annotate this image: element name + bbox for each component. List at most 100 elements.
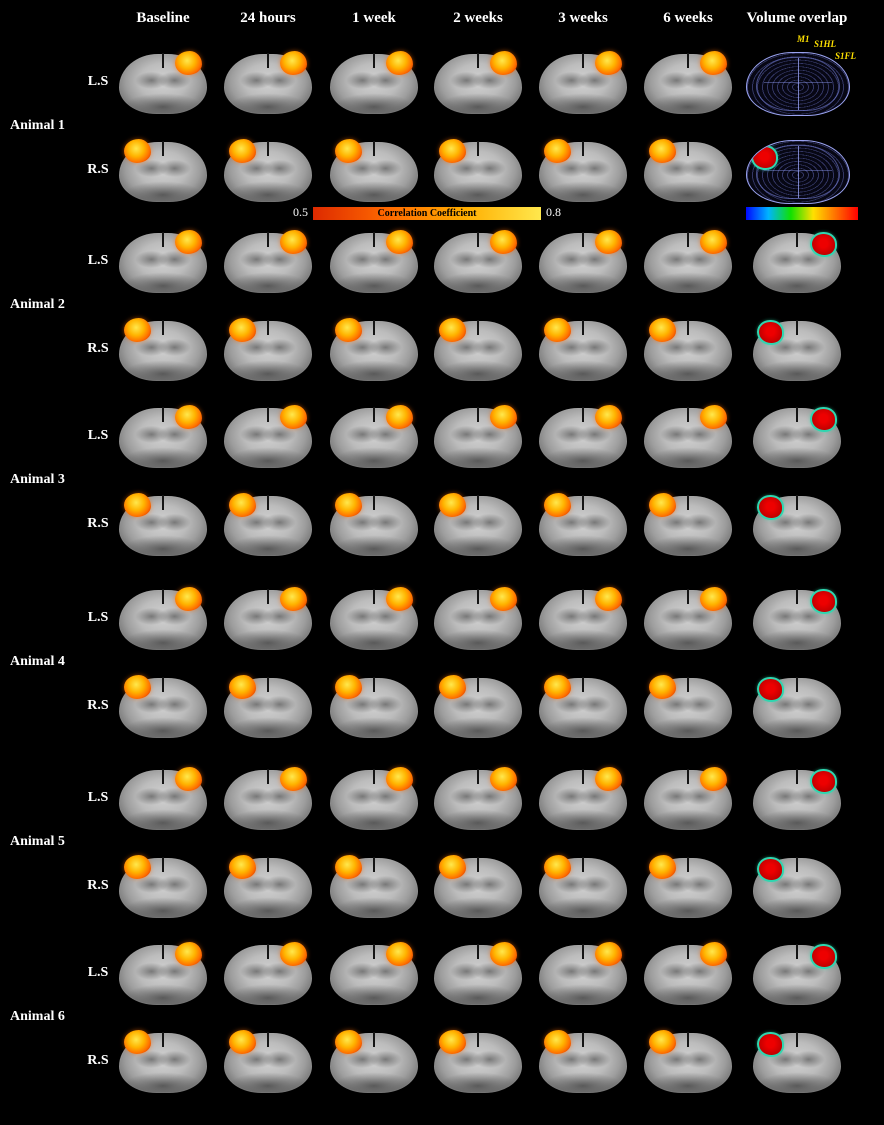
midline-fissure	[796, 1032, 798, 1047]
brain-coronal-slice	[644, 405, 732, 468]
atlas-region-label: S1FL	[835, 51, 857, 61]
activation-blob	[124, 1030, 151, 1054]
seed-row-ls: L.S M1 S1HL S1FL	[0, 34, 884, 128]
midline-fissure	[582, 769, 584, 784]
seed-label: L.S	[87, 253, 109, 268]
midline-fissure	[582, 589, 584, 604]
activation-blob	[649, 675, 676, 699]
brain-coronal-slice	[753, 1032, 841, 1093]
brain-slice-cell	[644, 219, 732, 307]
activation-blob	[386, 230, 413, 254]
midline-fissure	[267, 589, 269, 604]
midline-fissure	[162, 769, 164, 784]
brain-slice-cell	[434, 576, 522, 664]
activation-blob	[175, 767, 202, 791]
brain-coronal-slice	[644, 675, 732, 738]
colorbar-max-label: 0.8	[546, 205, 561, 219]
brain-coronal-slice	[644, 1030, 732, 1093]
activation-blob	[490, 405, 517, 429]
brain-coronal-slice	[753, 407, 841, 468]
midline-fissure	[582, 495, 584, 510]
midline-fissure	[477, 407, 479, 422]
activation-blob	[280, 942, 307, 966]
brain-slice-cell	[119, 844, 207, 932]
brain-slice-cell	[434, 219, 522, 307]
atlas-contours	[756, 57, 840, 111]
activation-blob	[229, 139, 256, 163]
overlap-blob	[751, 145, 778, 170]
brain-coronal-slice	[644, 855, 732, 918]
brain-slice-cell	[224, 307, 312, 395]
brain-slice-cell	[644, 844, 732, 932]
activation-blob	[280, 405, 307, 429]
overlap-blob	[810, 769, 837, 794]
brain-slice-cell	[434, 844, 522, 932]
brain-slice-cell	[539, 40, 627, 128]
brain-coronal-slice	[119, 587, 207, 650]
activation-blob	[386, 767, 413, 791]
brain-slice-cell	[224, 756, 312, 844]
midline-fissure	[687, 769, 689, 784]
volume-overlap-cell: M1 S1HL S1FL	[746, 34, 856, 128]
midline-fissure	[687, 857, 689, 872]
brain-slice-cell	[539, 307, 627, 395]
midline-fissure	[373, 232, 375, 247]
brain-slice-cell	[330, 307, 418, 395]
brain-slice-cell	[644, 576, 732, 664]
midline-fissure	[687, 141, 689, 156]
brain-slice-cell	[224, 40, 312, 128]
activation-blob	[229, 855, 256, 879]
activation-blob	[386, 51, 413, 75]
midline-fissure	[373, 141, 375, 156]
midline-fissure	[373, 857, 375, 872]
brain-coronal-slice	[330, 230, 418, 293]
activation-blob	[335, 1030, 362, 1054]
brain-coronal-slice	[644, 942, 732, 1005]
brain-coronal-slice	[753, 589, 841, 650]
brain-slice-cell	[224, 1019, 312, 1107]
midline-fissure	[582, 1032, 584, 1047]
brain-coronal-slice	[753, 320, 841, 381]
seed-label: R.S	[87, 516, 109, 531]
brain-coronal-slice	[330, 493, 418, 556]
brain-slice-cell	[644, 307, 732, 395]
midline-fissure	[373, 589, 375, 604]
brain-slice-cell	[119, 576, 207, 664]
brain-slice-cell	[119, 756, 207, 844]
activation-blob	[439, 855, 466, 879]
animal-5-section: Animal 5 L.S R.S	[0, 756, 884, 932]
midline-fissure	[796, 232, 798, 247]
brain-slice-cell	[539, 128, 627, 216]
activation-blob	[544, 318, 571, 342]
volume-overlap-cell	[746, 128, 850, 216]
activation-blob	[280, 587, 307, 611]
activation-blob	[544, 855, 571, 879]
brain-coronal-slice	[539, 767, 627, 830]
brain-coronal-slice	[119, 1030, 207, 1093]
brain-coronal-slice	[539, 1030, 627, 1093]
brain-coronal-slice	[753, 495, 841, 556]
brain-coronal-slice	[224, 675, 312, 738]
brain-coronal-slice	[644, 230, 732, 293]
midline-fissure	[373, 944, 375, 959]
brain-coronal-slice	[119, 51, 207, 114]
brain-coronal-slice	[644, 51, 732, 114]
brain-coronal-slice	[753, 857, 841, 918]
animal-label: Animal 4	[10, 654, 65, 669]
brain-slice-cell	[330, 576, 418, 664]
midline-fissure	[687, 944, 689, 959]
activation-blob	[124, 139, 151, 163]
brain-coronal-slice	[330, 1030, 418, 1093]
activation-blob	[175, 51, 202, 75]
brain-slice-cell	[644, 664, 732, 752]
activation-blob	[700, 942, 727, 966]
brain-slice-cell	[330, 931, 418, 1019]
column-header-24hours: 24 hours	[240, 10, 296, 26]
activation-blob	[124, 855, 151, 879]
activation-blob	[439, 493, 466, 517]
activation-blob	[700, 587, 727, 611]
brain-coronal-slice	[224, 1030, 312, 1093]
brain-slice-cell	[224, 844, 312, 932]
activation-blob	[175, 405, 202, 429]
brain-slice-cell	[434, 128, 522, 216]
